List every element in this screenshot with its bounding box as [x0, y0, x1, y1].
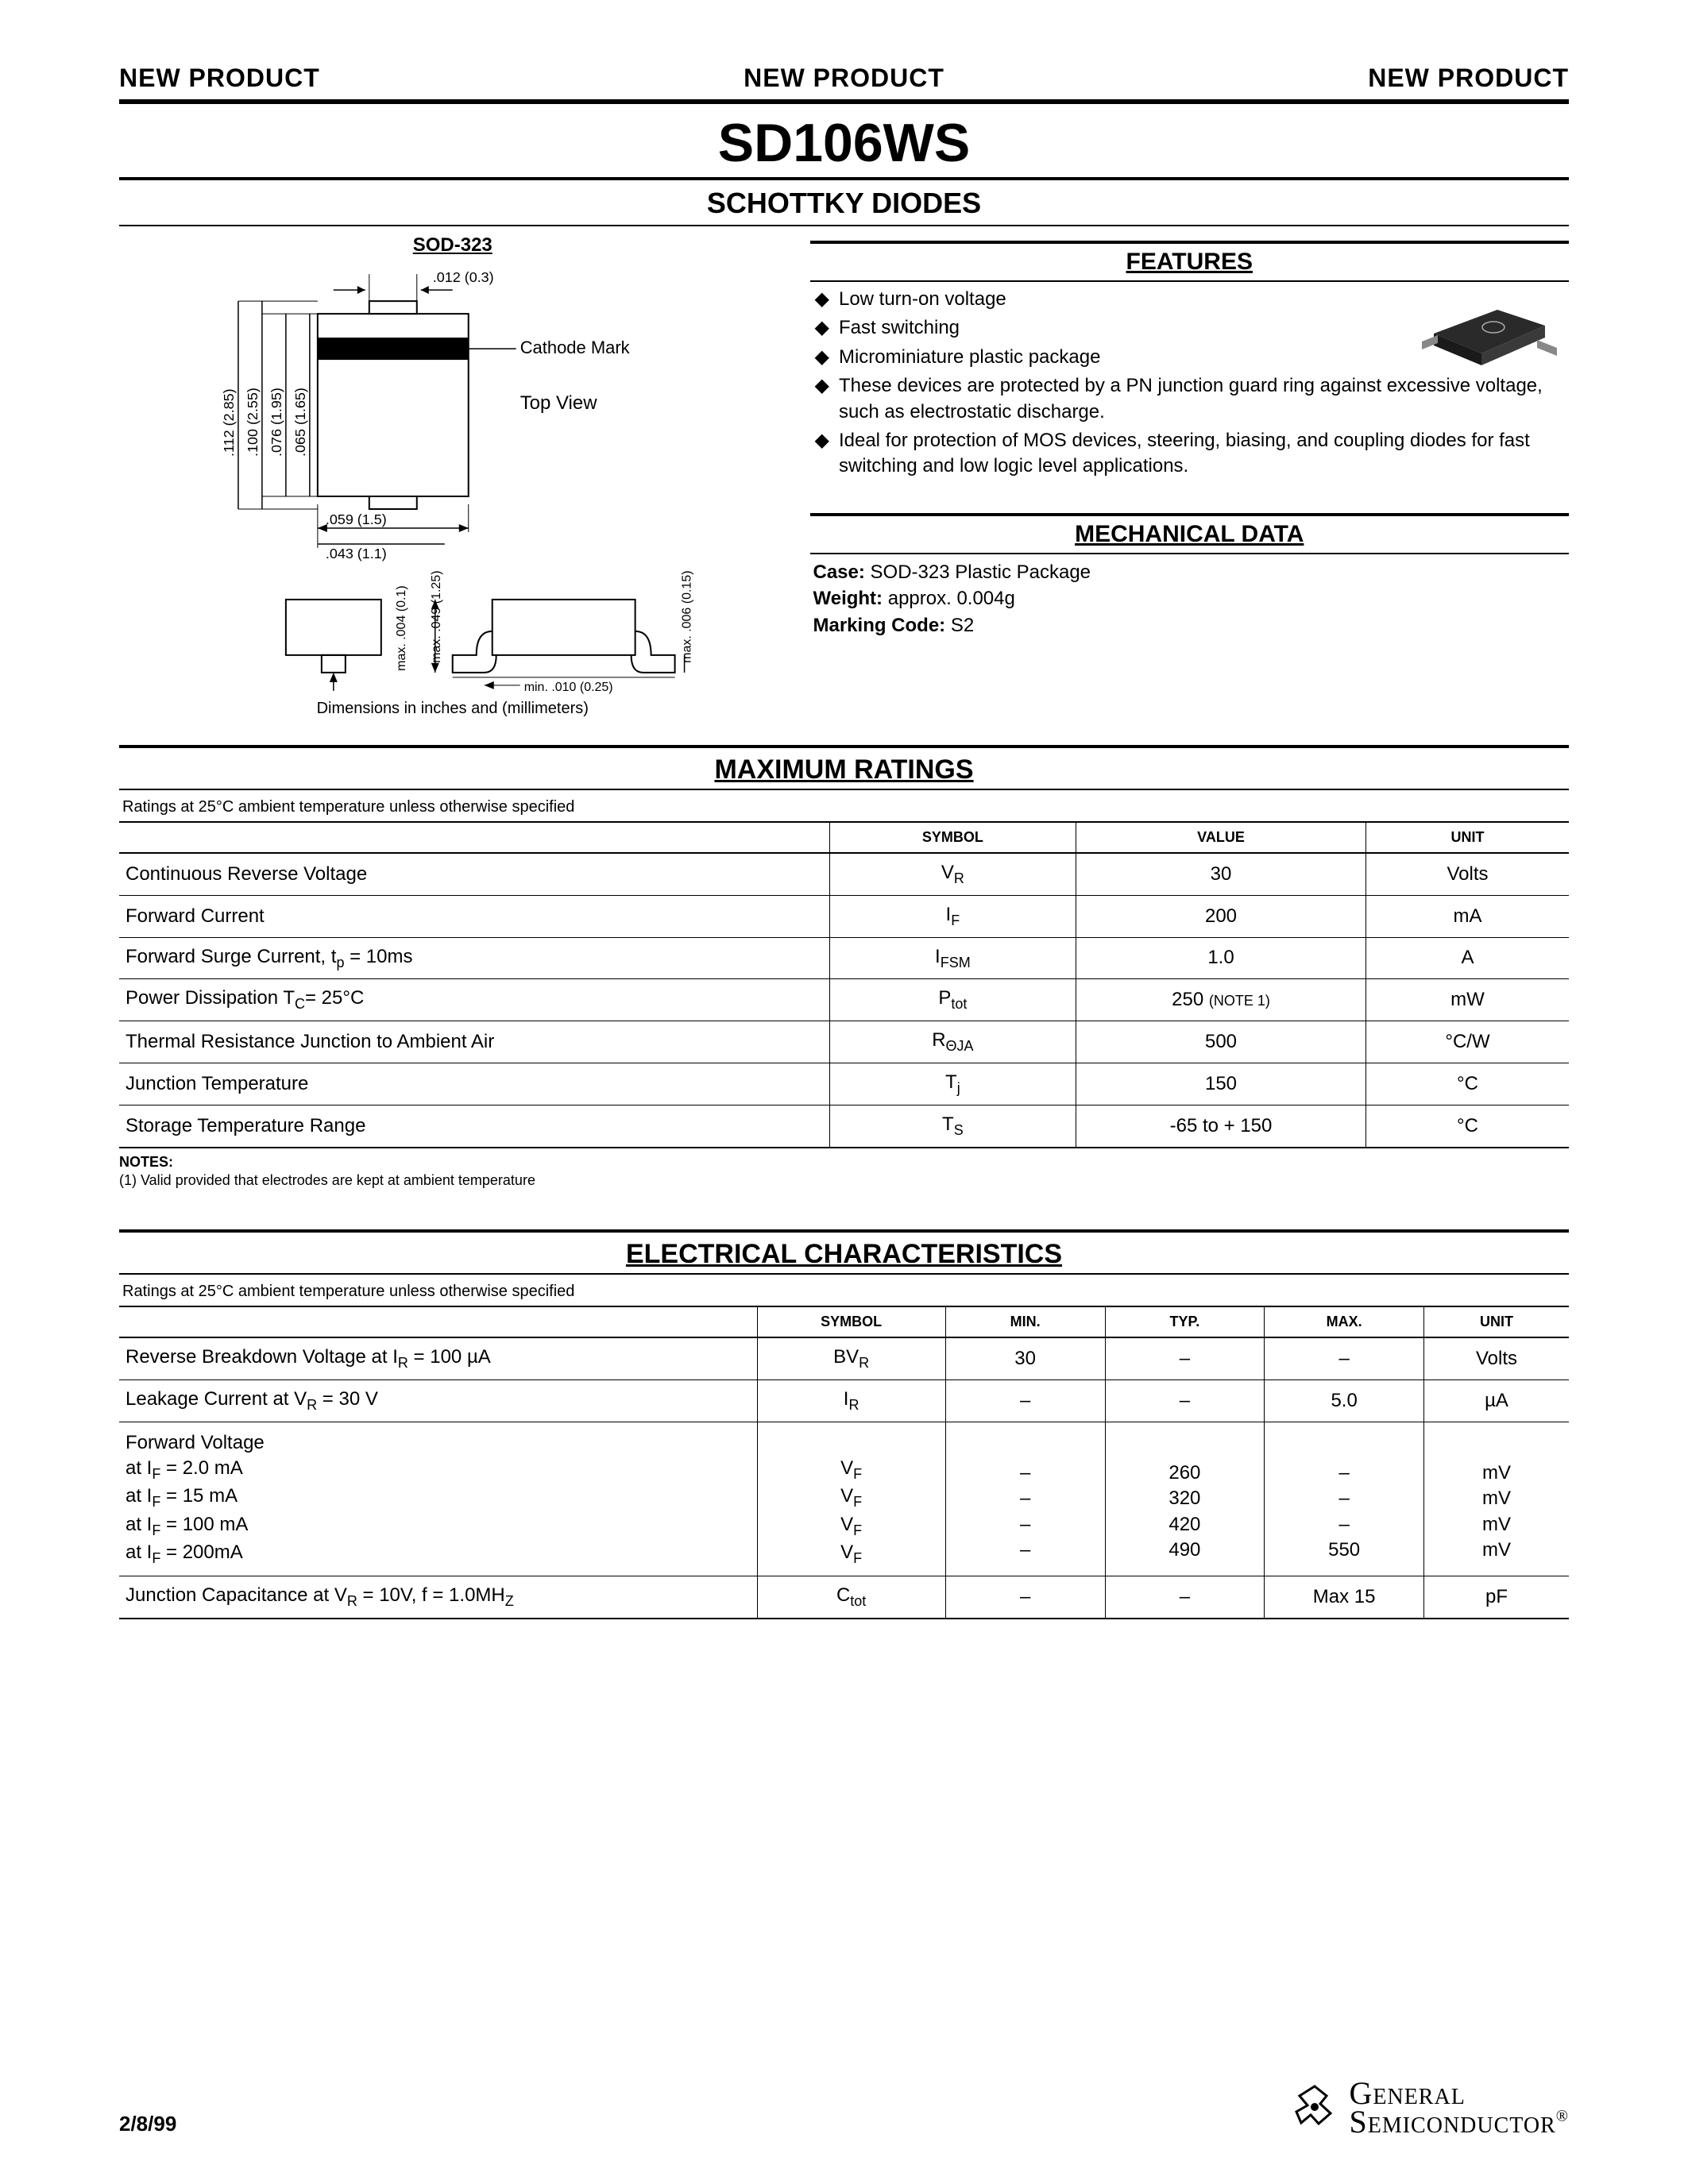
table-row: Forward Surge Current, tp = 10msIFSM1.0A	[119, 937, 1569, 979]
marking-label: Marking Code:	[813, 615, 946, 636]
table-row: Junction Capacitance at VR = 10V, f = 1.…	[119, 1576, 1569, 1618]
bullet-diamond-icon: ◆	[815, 428, 829, 480]
notes-body: (1) Valid provided that electrodes are k…	[119, 1172, 535, 1188]
dim-top-w: .012 (0.3)	[433, 269, 494, 285]
svg-text:max. .004 (0.1): max. .004 (0.1)	[395, 585, 408, 671]
bullet-diamond-icon: ◆	[815, 345, 829, 370]
table-row: Leakage Current at VR = 30 VIR––5.0µA	[119, 1380, 1569, 1422]
feature-text: Ideal for protection of MOS devices, ste…	[839, 428, 1569, 480]
svg-text:.100 (2.55): .100 (2.55)	[245, 388, 261, 457]
feature-item: ◆These devices are protected by a PN jun…	[815, 373, 1570, 425]
max-ratings-table: SYMBOLVALUEUNITContinuous Reverse Voltag…	[119, 821, 1569, 1148]
elec-table: SYMBOLMIN.TYP.MAX.UNITReverse Breakdown …	[119, 1306, 1569, 1619]
features-heading: FEATURES	[810, 244, 1570, 280]
page-footer: 2/8/99 General Semiconductor®	[119, 2079, 1569, 2136]
notes-heading: NOTES:	[119, 1154, 173, 1170]
svg-text:.076 (1.95): .076 (1.95)	[268, 388, 284, 457]
package-diagram: .012 (0.3) Cathode Mark Top View .112 (2…	[119, 266, 786, 695]
elec-heading: ELECTRICAL CHARACTERISTICS	[119, 1233, 1569, 1275]
table-row: Forward CurrentIF200mA	[119, 895, 1569, 937]
package-diagram-column: SOD-323 .012 (0.3) Cathode M	[119, 234, 786, 718]
table-row: Storage Temperature RangeTS-65 to + 150°…	[119, 1105, 1569, 1147]
feature-text: Low turn-on voltage	[839, 287, 1006, 312]
table-row: Junction TemperatureTj150°C	[119, 1063, 1569, 1105]
case-label: Case:	[813, 561, 865, 583]
subtitle: SCHOTTKY DIODES	[119, 180, 1569, 226]
svg-text:min. .010 (0.25): min. .010 (0.25)	[524, 681, 613, 694]
mechanical-heading: MECHANICAL DATA	[810, 516, 1570, 553]
weight-label: Weight:	[813, 588, 883, 609]
part-number-title: SD106WS	[119, 104, 1569, 180]
dimension-note: Dimensions in inches and (millimeters)	[119, 700, 786, 718]
feature-item: ◆Ideal for protection of MOS devices, st…	[815, 428, 1570, 480]
svg-text:.112 (2.85): .112 (2.85)	[221, 388, 237, 457]
table-row: Thermal Resistance Junction to Ambient A…	[119, 1021, 1569, 1063]
footer-date: 2/8/99	[119, 2112, 176, 2136]
svg-text:.065 (1.65): .065 (1.65)	[292, 388, 308, 457]
table-row: Continuous Reverse VoltageVR30Volts	[119, 853, 1569, 895]
banner-left: NEW PRODUCT	[119, 64, 320, 93]
max-ratings-condition: Ratings at 25°C ambient temperature unle…	[119, 790, 1569, 821]
cathode-mark-label: Cathode Mark	[520, 338, 631, 357]
weight-value: approx. 0.004g	[888, 588, 1015, 609]
max-ratings-notes: NOTES: (1) Valid provided that electrode…	[119, 1153, 1569, 1190]
bullet-diamond-icon: ◆	[815, 373, 829, 425]
svg-text:.059 (1.5): .059 (1.5)	[326, 511, 387, 527]
svg-text:max. .049 (1.25): max. .049 (1.25)	[430, 570, 443, 662]
package-label: SOD-323	[119, 234, 786, 257]
company-logo: General Semiconductor®	[1287, 2079, 1569, 2136]
component-photo-icon	[1418, 286, 1561, 373]
table-row: Forward Voltageat IF = 2.0 mAat IF = 15 …	[119, 1422, 1569, 1576]
svg-text:.043 (1.1): .043 (1.1)	[326, 546, 387, 561]
new-product-banner: NEW PRODUCT NEW PRODUCT NEW PRODUCT	[119, 64, 1569, 104]
svg-text:max. .006 (0.15): max. .006 (0.15)	[681, 570, 694, 662]
feature-text: Fast switching	[839, 315, 960, 341]
case-value: SOD-323 Plastic Package	[871, 561, 1091, 583]
upper-two-column: SOD-323 .012 (0.3) Cathode M	[119, 234, 1569, 718]
feature-text: Microminiature plastic package	[839, 345, 1100, 370]
bullet-diamond-icon: ◆	[815, 287, 829, 312]
max-ratings-heading: MAXIMUM RATINGS	[119, 748, 1569, 790]
table-row: Power Dissipation TC= 25°CPtot250 (NOTE …	[119, 979, 1569, 1021]
marking-value: S2	[951, 615, 974, 636]
table-row: Reverse Breakdown Voltage at IR = 100 µA…	[119, 1337, 1569, 1379]
top-view-label: Top View	[520, 392, 598, 414]
bullet-diamond-icon: ◆	[815, 315, 829, 341]
feature-text: These devices are protected by a PN junc…	[839, 373, 1569, 425]
company-name: General Semiconductor®	[1349, 2079, 1569, 2136]
banner-center: NEW PRODUCT	[744, 64, 944, 93]
banner-right: NEW PRODUCT	[1368, 64, 1569, 93]
mechanical-body: Case: SOD-323 Plastic Package Weight: ap…	[810, 554, 1570, 639]
elec-condition: Ratings at 25°C ambient temperature unle…	[119, 1275, 1569, 1306]
company-mark-icon	[1287, 2080, 1342, 2136]
